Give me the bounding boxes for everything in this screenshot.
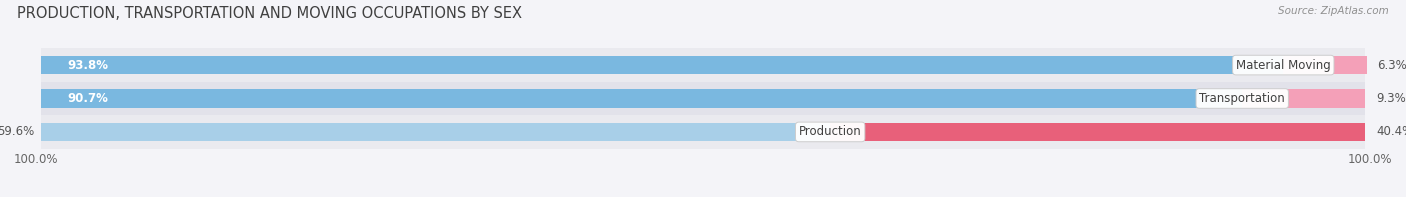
Text: Transportation: Transportation xyxy=(1199,92,1285,105)
Bar xyxy=(41,48,1365,82)
Bar xyxy=(830,123,1365,141)
Bar xyxy=(41,123,830,141)
Bar xyxy=(1284,56,1367,74)
Text: PRODUCTION, TRANSPORTATION AND MOVING OCCUPATIONS BY SEX: PRODUCTION, TRANSPORTATION AND MOVING OC… xyxy=(17,6,522,21)
Text: 6.3%: 6.3% xyxy=(1378,59,1406,72)
Text: 100.0%: 100.0% xyxy=(1347,153,1392,166)
Text: Source: ZipAtlas.com: Source: ZipAtlas.com xyxy=(1278,6,1389,16)
Text: 9.3%: 9.3% xyxy=(1376,92,1406,105)
Bar xyxy=(41,82,1365,115)
Bar xyxy=(1243,89,1365,108)
Text: 100.0%: 100.0% xyxy=(14,153,59,166)
Text: 93.8%: 93.8% xyxy=(67,59,108,72)
Bar xyxy=(41,115,1365,149)
Bar xyxy=(41,89,1243,108)
Text: Production: Production xyxy=(799,125,862,138)
Text: 59.6%: 59.6% xyxy=(0,125,34,138)
Text: Material Moving: Material Moving xyxy=(1236,59,1330,72)
Text: 40.4%: 40.4% xyxy=(1376,125,1406,138)
Bar xyxy=(41,56,1284,74)
Text: 90.7%: 90.7% xyxy=(67,92,108,105)
